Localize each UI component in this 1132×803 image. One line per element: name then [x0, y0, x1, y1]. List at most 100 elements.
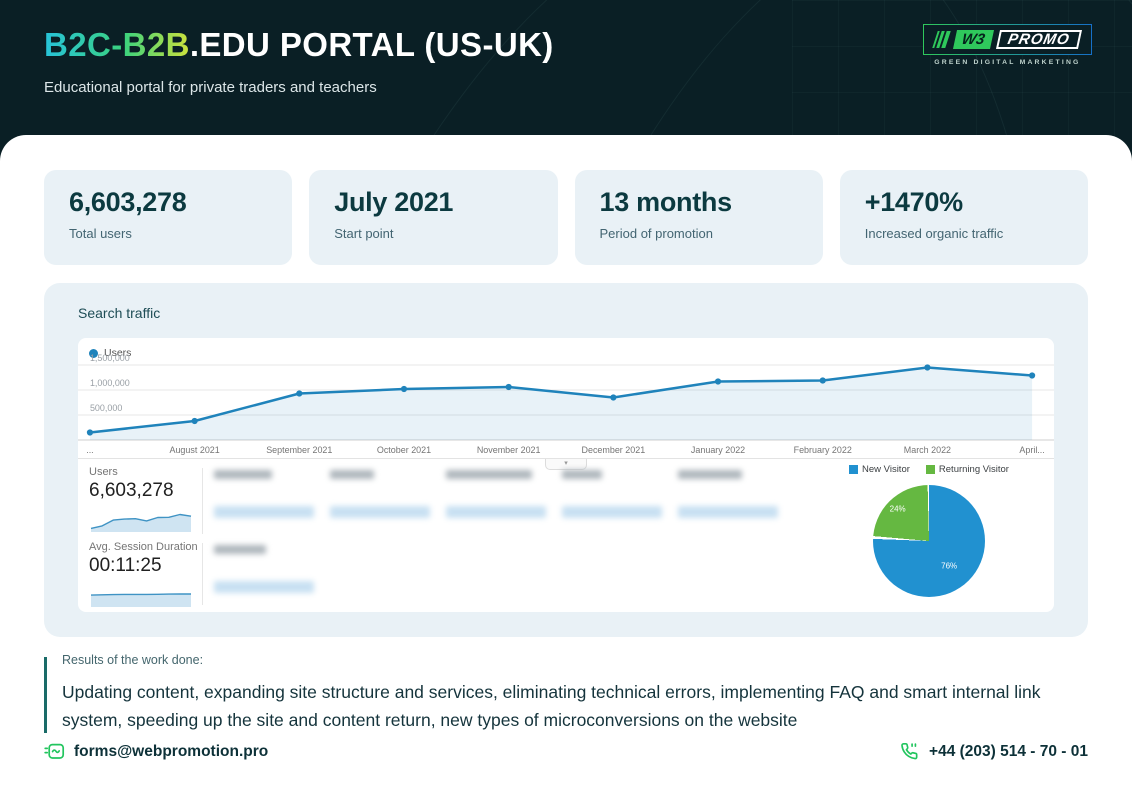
- title-brand: B2C-B2B: [44, 26, 190, 63]
- stat-card-organic-traffic: +1470% Increased organic traffic: [839, 170, 1088, 265]
- users-sparkline: [90, 513, 192, 532]
- chart-point: [819, 377, 826, 384]
- visitor-pie-block: New Visitor Returning Visitor 76% 24%: [814, 464, 1044, 597]
- chart-legend: Users: [89, 347, 131, 359]
- redacted-sparkline: [562, 506, 662, 518]
- phone-icon: [901, 742, 918, 759]
- pie-label-returning-visitor: 24%: [889, 504, 906, 514]
- chart-point: [1029, 372, 1036, 379]
- chevron-down-icon: ▾: [564, 460, 568, 467]
- x-tick-label: February 2022: [794, 445, 852, 455]
- pie-legend-label: New Visitor: [862, 464, 910, 475]
- redacted-metric: [214, 466, 314, 518]
- redacted-label: [214, 545, 266, 554]
- chart-point: [296, 390, 303, 397]
- users-metric-value: 6,603,278: [89, 480, 174, 501]
- title-rest: .EDU PORTAL (US-UK): [189, 26, 554, 63]
- sparkline-line: [90, 593, 191, 596]
- stat-card-start-point: July 2021 Start point: [309, 170, 558, 265]
- header: B2C-B2B.EDU PORTAL (US-UK) Educational p…: [0, 0, 1132, 135]
- stat-label: Increased organic traffic: [864, 226, 1004, 241]
- results-section: Results of the work done: Updating conte…: [44, 653, 1088, 735]
- phone-text: +44 (203) 514 - 70 - 01: [929, 742, 1088, 760]
- users-scorecard[interactable]: Users 6,603,278: [89, 466, 195, 533]
- session-metric-label: Avg. Session Duration: [89, 541, 198, 553]
- users-metric-label: Users: [89, 466, 118, 478]
- section-title: Search traffic: [78, 305, 161, 321]
- redacted-metric: [678, 466, 778, 518]
- email-icon: [44, 743, 65, 759]
- redacted-sparkline: [214, 506, 314, 518]
- redacted-metrics-row: [214, 466, 778, 518]
- logo-stripes-icon: [932, 31, 951, 48]
- redacted-label: [446, 470, 532, 479]
- stat-value: 13 months: [599, 187, 733, 217]
- stat-value: 6,603,278: [69, 187, 187, 217]
- y-tick-label: 1,500,000: [90, 353, 130, 363]
- legend-swatch-icon: [849, 465, 859, 474]
- pie-legend-label: Returning Visitor: [938, 464, 1009, 475]
- users-line-chart: 500,000 1,000,000 1,500,000... August 2021 S…: [78, 353, 1054, 455]
- chart-point: [191, 417, 198, 425]
- chart-point: [924, 364, 931, 371]
- session-sparkline: [90, 593, 191, 607]
- logo-tagline: GREEN DIGITAL MARKETING: [934, 59, 1081, 66]
- stat-value: +1470%: [864, 187, 963, 217]
- pie-legend-item: New Visitor: [849, 464, 910, 475]
- x-tick-label: January 2022: [691, 445, 745, 455]
- redacted-sparkline: [678, 506, 778, 518]
- redacted-sparkline: [330, 506, 430, 518]
- stat-label: Period of promotion: [599, 226, 713, 241]
- redacted-label: [214, 470, 272, 479]
- page-title: B2C-B2B.EDU PORTAL (US-UK): [44, 26, 554, 64]
- redacted-metrics-row: [214, 541, 314, 593]
- results-heading: Results of the work done:: [62, 653, 204, 667]
- sparkline-line: [90, 513, 192, 530]
- redacted-label: [330, 470, 374, 479]
- results-accent-bar: [44, 657, 47, 733]
- redacted-metric: [446, 466, 546, 518]
- logo-w3-badge: W3: [952, 30, 994, 49]
- chart-line: [88, 366, 1034, 434]
- company-logo: W3 PROMO GREEN DIGITAL MARKETING: [923, 24, 1092, 66]
- stat-label: Total users: [69, 226, 132, 241]
- chart-point: [714, 378, 722, 385]
- phone-contact[interactable]: +44 (203) 514 - 70 - 01: [900, 742, 1088, 762]
- footer: forms@webpromotion.pro +44 (203) 514 - 7…: [44, 741, 1088, 762]
- collapse-chart-button[interactable]: ▾: [545, 459, 587, 470]
- session-duration-scorecard[interactable]: Avg. Session Duration 00:11:25: [89, 541, 198, 608]
- redacted-metric: [330, 466, 430, 518]
- chart-area-fill: [89, 367, 1033, 440]
- redacted-sparkline: [446, 506, 546, 518]
- stat-value: July 2021: [334, 187, 454, 217]
- results-text: Updating content, expanding site structu…: [62, 682, 1041, 731]
- chart-point: [505, 383, 512, 391]
- chart-point: [400, 385, 408, 393]
- stat-card-total-users: 6,603,278 Total users: [44, 170, 293, 265]
- redacted-label: [562, 470, 602, 479]
- scorecard-divider: [202, 543, 203, 605]
- email-text: forms@webpromotion.pro: [74, 742, 269, 760]
- scorecard-divider: [202, 468, 203, 534]
- y-tick-label: 500,000: [90, 403, 122, 413]
- stat-card-period: 13 months Period of promotion: [574, 170, 823, 265]
- analytics-panel: Users 500,000 1,000,000 1,500,000... August…: [78, 338, 1054, 612]
- legend-dot-icon: [89, 348, 98, 358]
- x-tick-label: October 2021: [377, 445, 431, 455]
- logo-box: W3 PROMO: [923, 24, 1092, 55]
- email-contact[interactable]: forms@webpromotion.pro: [44, 741, 268, 762]
- pie-label-new-visitor: 76%: [941, 561, 958, 571]
- main-content: 6,603,278 Total users July 2021 Start po…: [0, 135, 1132, 803]
- redacted-sparkline: [214, 581, 314, 593]
- legend-swatch-icon: [925, 465, 935, 474]
- page-subtitle: Educational portal for private traders a…: [44, 79, 377, 96]
- x-tick-label: April...: [1019, 445, 1044, 455]
- search-traffic-section: Search traffic Users 500,000 1,000,000 1,5…: [44, 283, 1088, 637]
- x-tick-label: September 2021: [266, 445, 332, 455]
- legend-label: Users: [104, 347, 132, 359]
- visitor-pie-chart: 76% 24%: [873, 485, 985, 597]
- session-metric-value: 00:11:25: [89, 555, 162, 576]
- pie-legend: New Visitor Returning Visitor: [814, 464, 1044, 475]
- redacted-metric: [214, 541, 314, 593]
